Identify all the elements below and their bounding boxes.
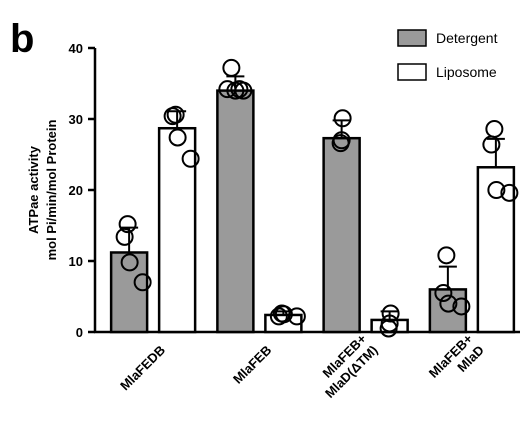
bar <box>109 251 149 334</box>
data-point <box>487 181 506 199</box>
y-axis-label-line: ATPae activity <box>26 145 41 234</box>
y-tick-label: 0 <box>76 325 83 340</box>
data-point <box>452 297 471 316</box>
y-tick-label: 20 <box>69 183 83 198</box>
data-point <box>163 107 182 126</box>
data-point <box>485 119 504 138</box>
data-point <box>379 319 398 338</box>
data-point <box>500 183 519 202</box>
data-point <box>333 109 352 128</box>
data-point <box>168 128 187 147</box>
data-point <box>437 246 456 265</box>
data-point <box>331 134 350 153</box>
data-point <box>118 215 137 234</box>
legend-label: Detergent <box>436 30 498 46</box>
legend-label: Liposome <box>436 64 497 80</box>
bar <box>476 166 516 334</box>
data-point <box>133 273 152 292</box>
x-tick-label: MlaFEB <box>230 342 274 386</box>
data-point <box>230 80 249 99</box>
panel-label: b <box>10 17 34 61</box>
legend-swatch <box>397 63 427 81</box>
y-tick-label: 10 <box>69 254 83 269</box>
x-tick-label: MlaFEB+MlaD <box>426 331 487 381</box>
data-point <box>274 305 293 324</box>
y-tick-label: 40 <box>69 41 83 56</box>
x-tick-label: MlaFEB+MlaD(ΔTM) <box>320 331 381 401</box>
data-point <box>482 135 501 154</box>
bar <box>157 126 197 334</box>
x-tick-label: MlaFEDB <box>117 342 168 393</box>
x-tick-label-line: MlaFEDB <box>117 342 168 393</box>
bar <box>322 136 361 334</box>
legend-swatch <box>397 29 427 47</box>
data-point <box>439 294 458 313</box>
data-point <box>434 283 453 302</box>
data-point <box>120 253 139 272</box>
data-point <box>115 227 134 246</box>
bar <box>216 89 255 334</box>
data-point <box>181 149 200 168</box>
data-point <box>287 307 306 326</box>
y-axis-label-line: mol Pi/min/mol Protein <box>44 120 59 261</box>
data-point <box>222 58 241 77</box>
y-axis-label: ATPae activity mol Pi/min/mol Protein <box>26 120 59 261</box>
x-tick-label-line: MlaFEB <box>230 342 274 386</box>
y-tick-label: 30 <box>69 112 83 127</box>
